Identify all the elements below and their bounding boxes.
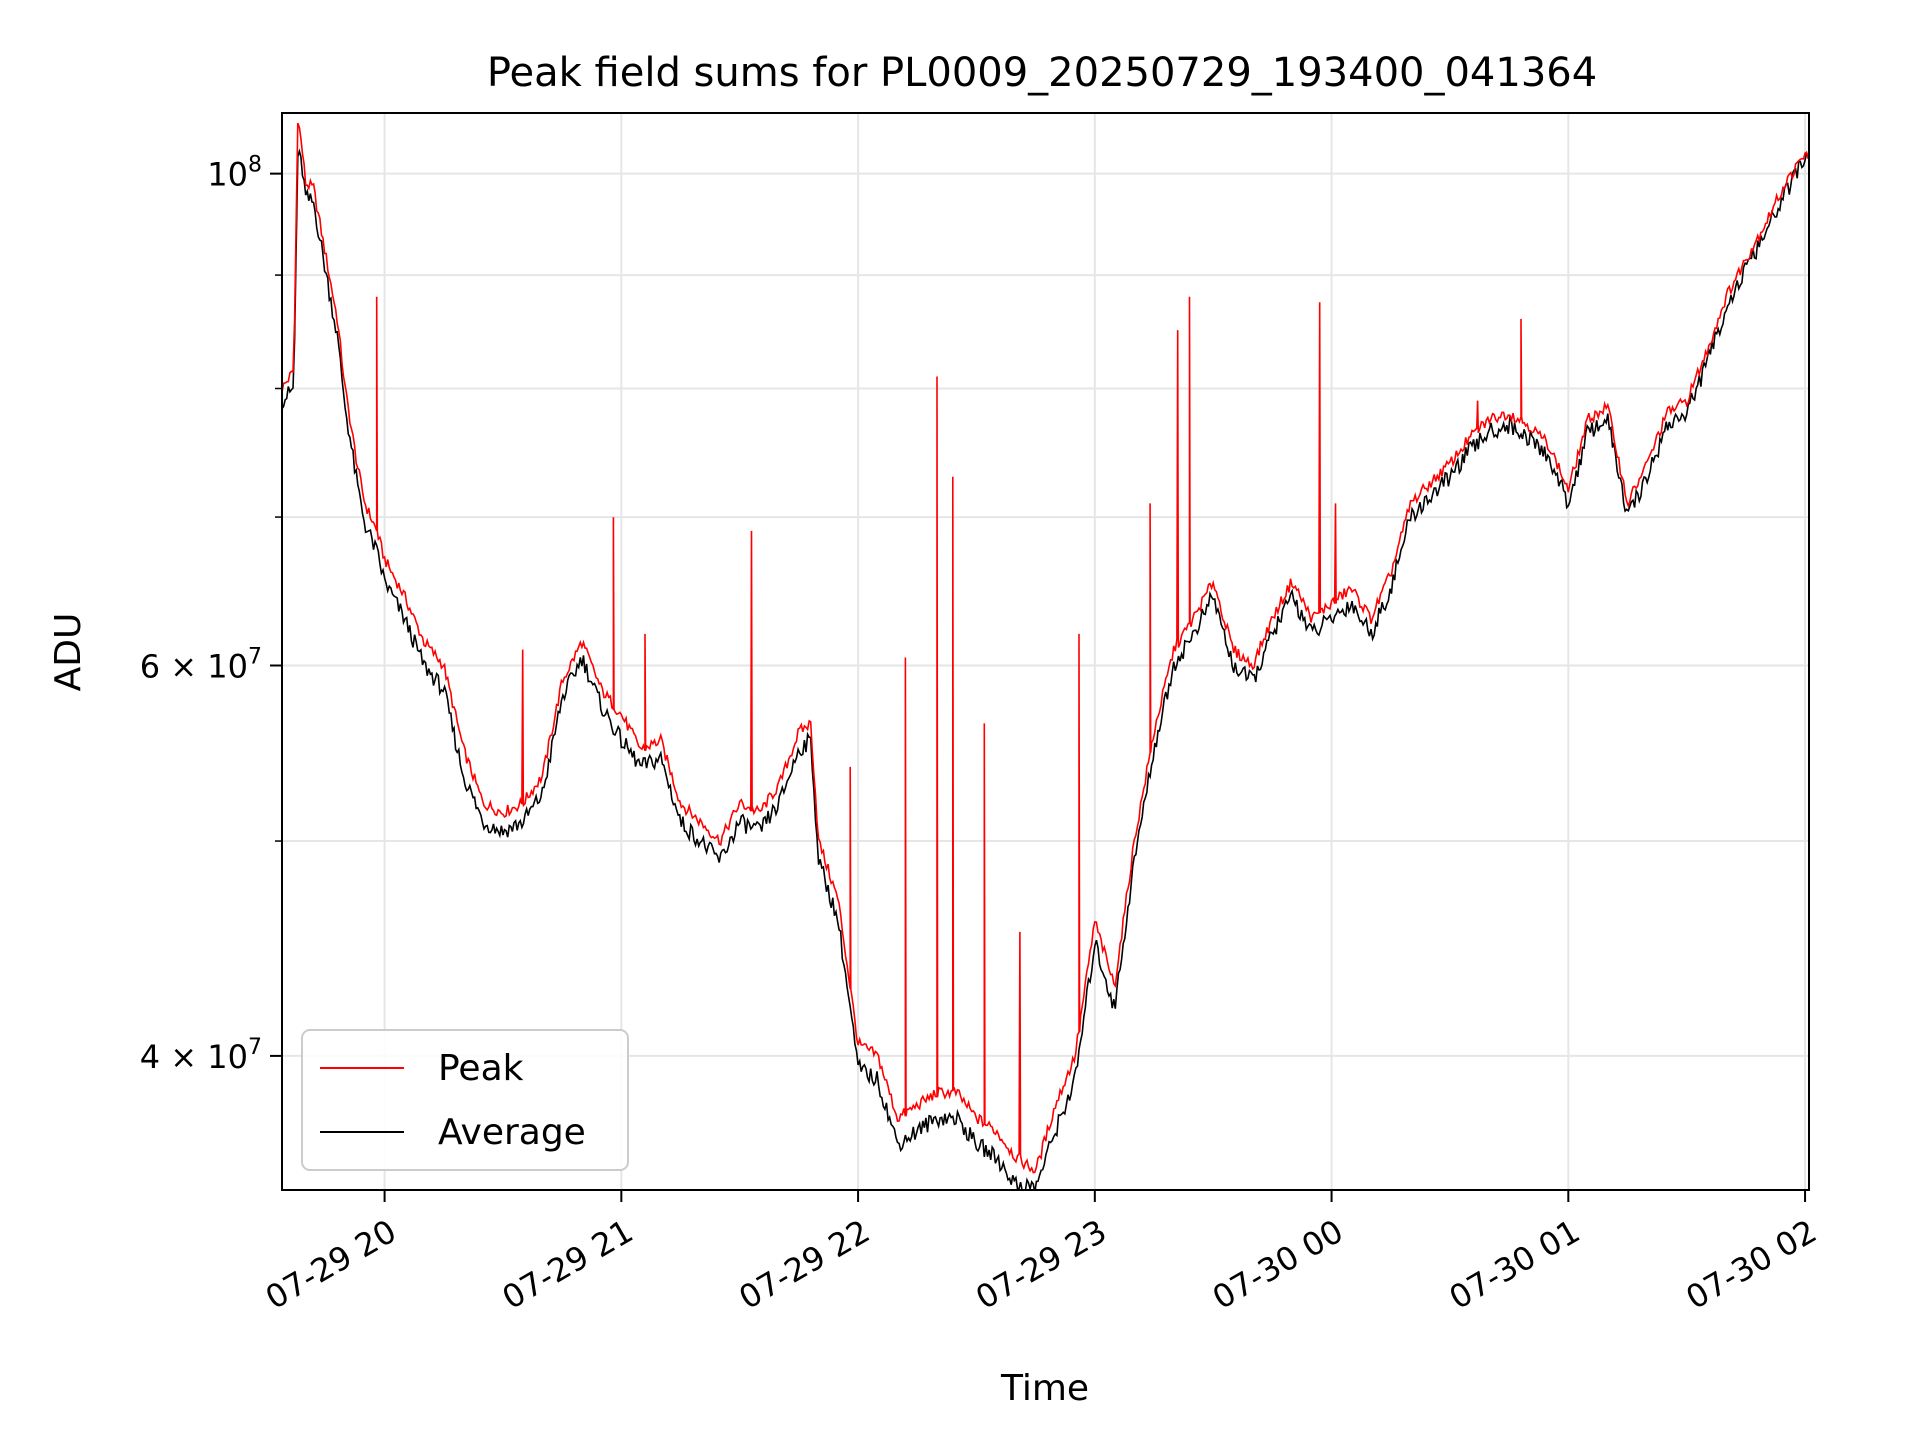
- plot-frame: [281, 112, 1810, 1191]
- x-tick-label: 07-29 20: [259, 1212, 403, 1317]
- x-tick-label: 07-29 21: [496, 1212, 640, 1317]
- y-tick-label: 4 × 107: [140, 1035, 262, 1076]
- legend-average-label: Average: [438, 1112, 586, 1153]
- x-tick-label: 07-29 23: [969, 1212, 1113, 1317]
- x-axis-label: Time: [1000, 1368, 1089, 1409]
- series-group: [282, 122, 1809, 1190]
- y-axis: 108 6 × 107 4 × 107: [140, 153, 282, 1076]
- x-tick-label: 07-29 22: [732, 1212, 876, 1317]
- x-tick-label: 07-30 01: [1443, 1212, 1587, 1317]
- y-axis-label: ADU: [48, 613, 89, 692]
- series-line-average: [282, 148, 1809, 1190]
- series-line-peak: [282, 122, 1809, 1174]
- chart-title: Peak field sums for PL0009_20250729_1934…: [487, 50, 1597, 96]
- legend: Peak Average: [301, 1029, 629, 1171]
- grid: [282, 113, 1809, 1190]
- y-tick-label: 108: [207, 153, 262, 194]
- x-axis: 07-29 20 07-29 21 07-29 22 07-29 23 07-30 00…: [259, 1190, 1823, 1317]
- legend-peak-label: Peak: [438, 1048, 524, 1089]
- legend-box: [301, 1029, 629, 1171]
- x-tick-label: 07-30 00: [1206, 1212, 1350, 1317]
- y-tick-label: 6 × 107: [140, 644, 262, 685]
- x-tick-label: 07-30 02: [1679, 1212, 1823, 1317]
